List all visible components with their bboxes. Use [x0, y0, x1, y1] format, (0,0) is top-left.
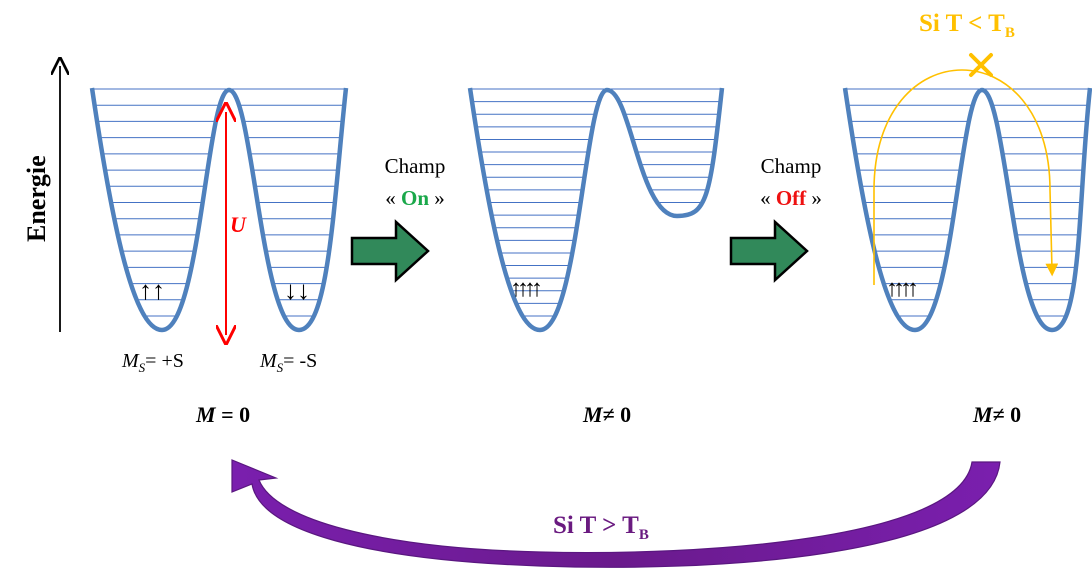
transition-arrow-on-icon: [350, 219, 430, 283]
spin-arrows-aligned: ↑↑↑↑: [886, 276, 919, 302]
transition-line1: Champ: [384, 154, 446, 178]
ms-subscript: S: [138, 360, 146, 375]
blocking-condition-label: Si T < TB: [919, 10, 1015, 42]
ms-symbol: M: [122, 350, 139, 372]
field-state-off: Off: [775, 186, 807, 210]
barrier-label: U: [230, 212, 246, 237]
transition-label-on: Champ « On »: [355, 150, 475, 214]
ms-value: = +S: [145, 350, 184, 372]
spin-arrows-right: ↓↓: [284, 276, 310, 305]
magnetization-symbol: M: [583, 402, 603, 427]
ms-value: = -S: [283, 350, 318, 372]
transition-line2: « Off »: [760, 186, 822, 210]
field-state-on: On: [400, 186, 429, 210]
magnetization-symbol: M: [196, 402, 216, 427]
return-text: Si T > T: [553, 512, 639, 539]
return-condition-label: Si T > TB: [553, 512, 649, 544]
ms-symbol: M: [260, 350, 277, 372]
spin-arrows-left: ↑↑: [139, 276, 165, 305]
return-subscript: B: [638, 527, 649, 543]
double-well-curve: [89, 87, 349, 333]
return-arrow-icon: [231, 459, 1001, 568]
magnetization-label: M = 0: [196, 402, 250, 428]
ms-minus-label: MS= -S: [260, 350, 317, 376]
potential-well-panel-field-on: [467, 87, 725, 333]
potential-well-panel-field-off: [842, 53, 1092, 333]
energy-axis-label: Energie: [22, 155, 51, 242]
magnetization-label: M≠ 0: [973, 402, 1021, 428]
ms-plus-label: MS= +S: [122, 350, 184, 376]
condition-subscript: B: [1004, 25, 1015, 41]
double-well-curve: [842, 87, 1092, 333]
magnetization-relation: ≠ 0: [992, 402, 1022, 427]
transition-label-off: Champ « Off »: [731, 150, 851, 214]
spin-arrows-aligned: ↑↑↑↑: [510, 276, 543, 302]
blocked-reversal-path: [873, 69, 1059, 285]
magnetization-symbol: M: [973, 402, 993, 427]
condition-text: Si T < T: [919, 10, 1005, 37]
magnetization-relation: = 0: [221, 402, 251, 427]
magnetization-relation: ≠ 0: [602, 402, 632, 427]
tilted-well-curve: [467, 87, 725, 333]
transition-line2: « On »: [385, 186, 445, 210]
ms-subscript: S: [276, 360, 284, 375]
transition-line1: Champ: [760, 154, 822, 178]
blocked-cross-icon: [969, 53, 993, 77]
magnetization-label: M≠ 0: [583, 402, 631, 428]
transition-arrow-off-icon: [729, 219, 809, 283]
